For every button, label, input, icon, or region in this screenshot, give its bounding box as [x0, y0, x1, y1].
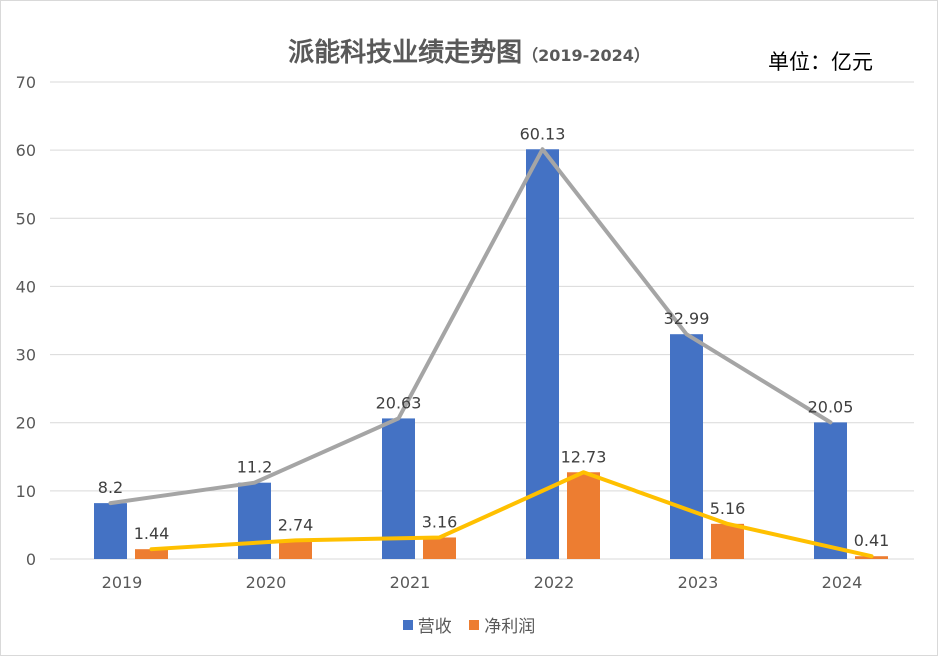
- data-label-revenue-2019: 8.2: [98, 478, 123, 497]
- data-label-net-profit-2024: 0.41: [854, 531, 890, 550]
- legend-label-revenue: 营收: [417, 617, 452, 637]
- bar-net-profit-2023: [711, 523, 744, 559]
- bar-revenue-2024: [814, 422, 847, 559]
- chart-title-main: 派能科技业绩走势图: [288, 38, 523, 68]
- y-tick-label-70: 70: [16, 73, 36, 92]
- x-tick-label-2020: 2020: [246, 573, 287, 592]
- x-tick-label-2022: 2022: [534, 573, 575, 592]
- chart-title-sub: （2019-2024）: [522, 46, 650, 65]
- y-tick-label-50: 50: [16, 209, 36, 228]
- unit-label: 单位：亿元: [768, 50, 873, 74]
- bar-net-profit-2021: [423, 537, 456, 559]
- trend-line-revenue: [108, 147, 833, 506]
- chart-title: 派能科技业绩走势图（2019-2024）: [0, 32, 938, 69]
- data-label-revenue-2022: 60.13: [520, 124, 566, 143]
- trend-line-net-profit: [149, 470, 874, 559]
- data-label-revenue-2021: 20.63: [376, 393, 422, 412]
- legend-label-net-profit: 净利润: [484, 617, 536, 637]
- bar-revenue-2021: [382, 418, 415, 559]
- data-label-revenue-2023: 32.99: [664, 309, 710, 328]
- y-tick-label-20: 20: [16, 414, 36, 433]
- legend-swatch-net-profit: [469, 619, 480, 630]
- data-label-net-profit-2019: 1.44: [134, 524, 170, 543]
- bar-net-profit-2020: [279, 540, 312, 559]
- y-tick-label-60: 60: [16, 141, 36, 160]
- bar-revenue-2023: [670, 334, 703, 559]
- data-label-revenue-2024: 20.05: [808, 397, 854, 416]
- legend-swatch-revenue: [402, 619, 413, 630]
- x-tick-label-2024: 2024: [822, 573, 863, 592]
- data-label-revenue-2020: 11.2: [237, 458, 273, 477]
- x-tick-label-2023: 2023: [678, 573, 719, 592]
- x-tick-label-2021: 2021: [390, 573, 431, 592]
- bar-revenue-2019: [94, 503, 127, 559]
- x-tick-label-2019: 2019: [102, 573, 143, 592]
- bar-net-profit-2022: [567, 472, 600, 559]
- y-tick-label-30: 30: [16, 346, 36, 365]
- bar-revenue-2020: [238, 482, 271, 559]
- y-tick-label-10: 10: [16, 482, 36, 501]
- legend-item-net-profit: 净利润: [469, 612, 535, 637]
- data-label-net-profit-2022: 12.73: [561, 447, 607, 466]
- legend: 营收 净利润: [0, 612, 938, 637]
- legend-item-revenue: 营收: [402, 612, 452, 637]
- y-tick-label-0: 0: [26, 550, 36, 569]
- y-tick-label-40: 40: [16, 277, 36, 296]
- data-label-net-profit-2021: 3.16: [422, 512, 458, 531]
- data-label-net-profit-2023: 5.16: [710, 499, 746, 518]
- bar-net-profit-2019: [135, 549, 168, 559]
- data-label-net-profit-2020: 2.74: [278, 515, 314, 534]
